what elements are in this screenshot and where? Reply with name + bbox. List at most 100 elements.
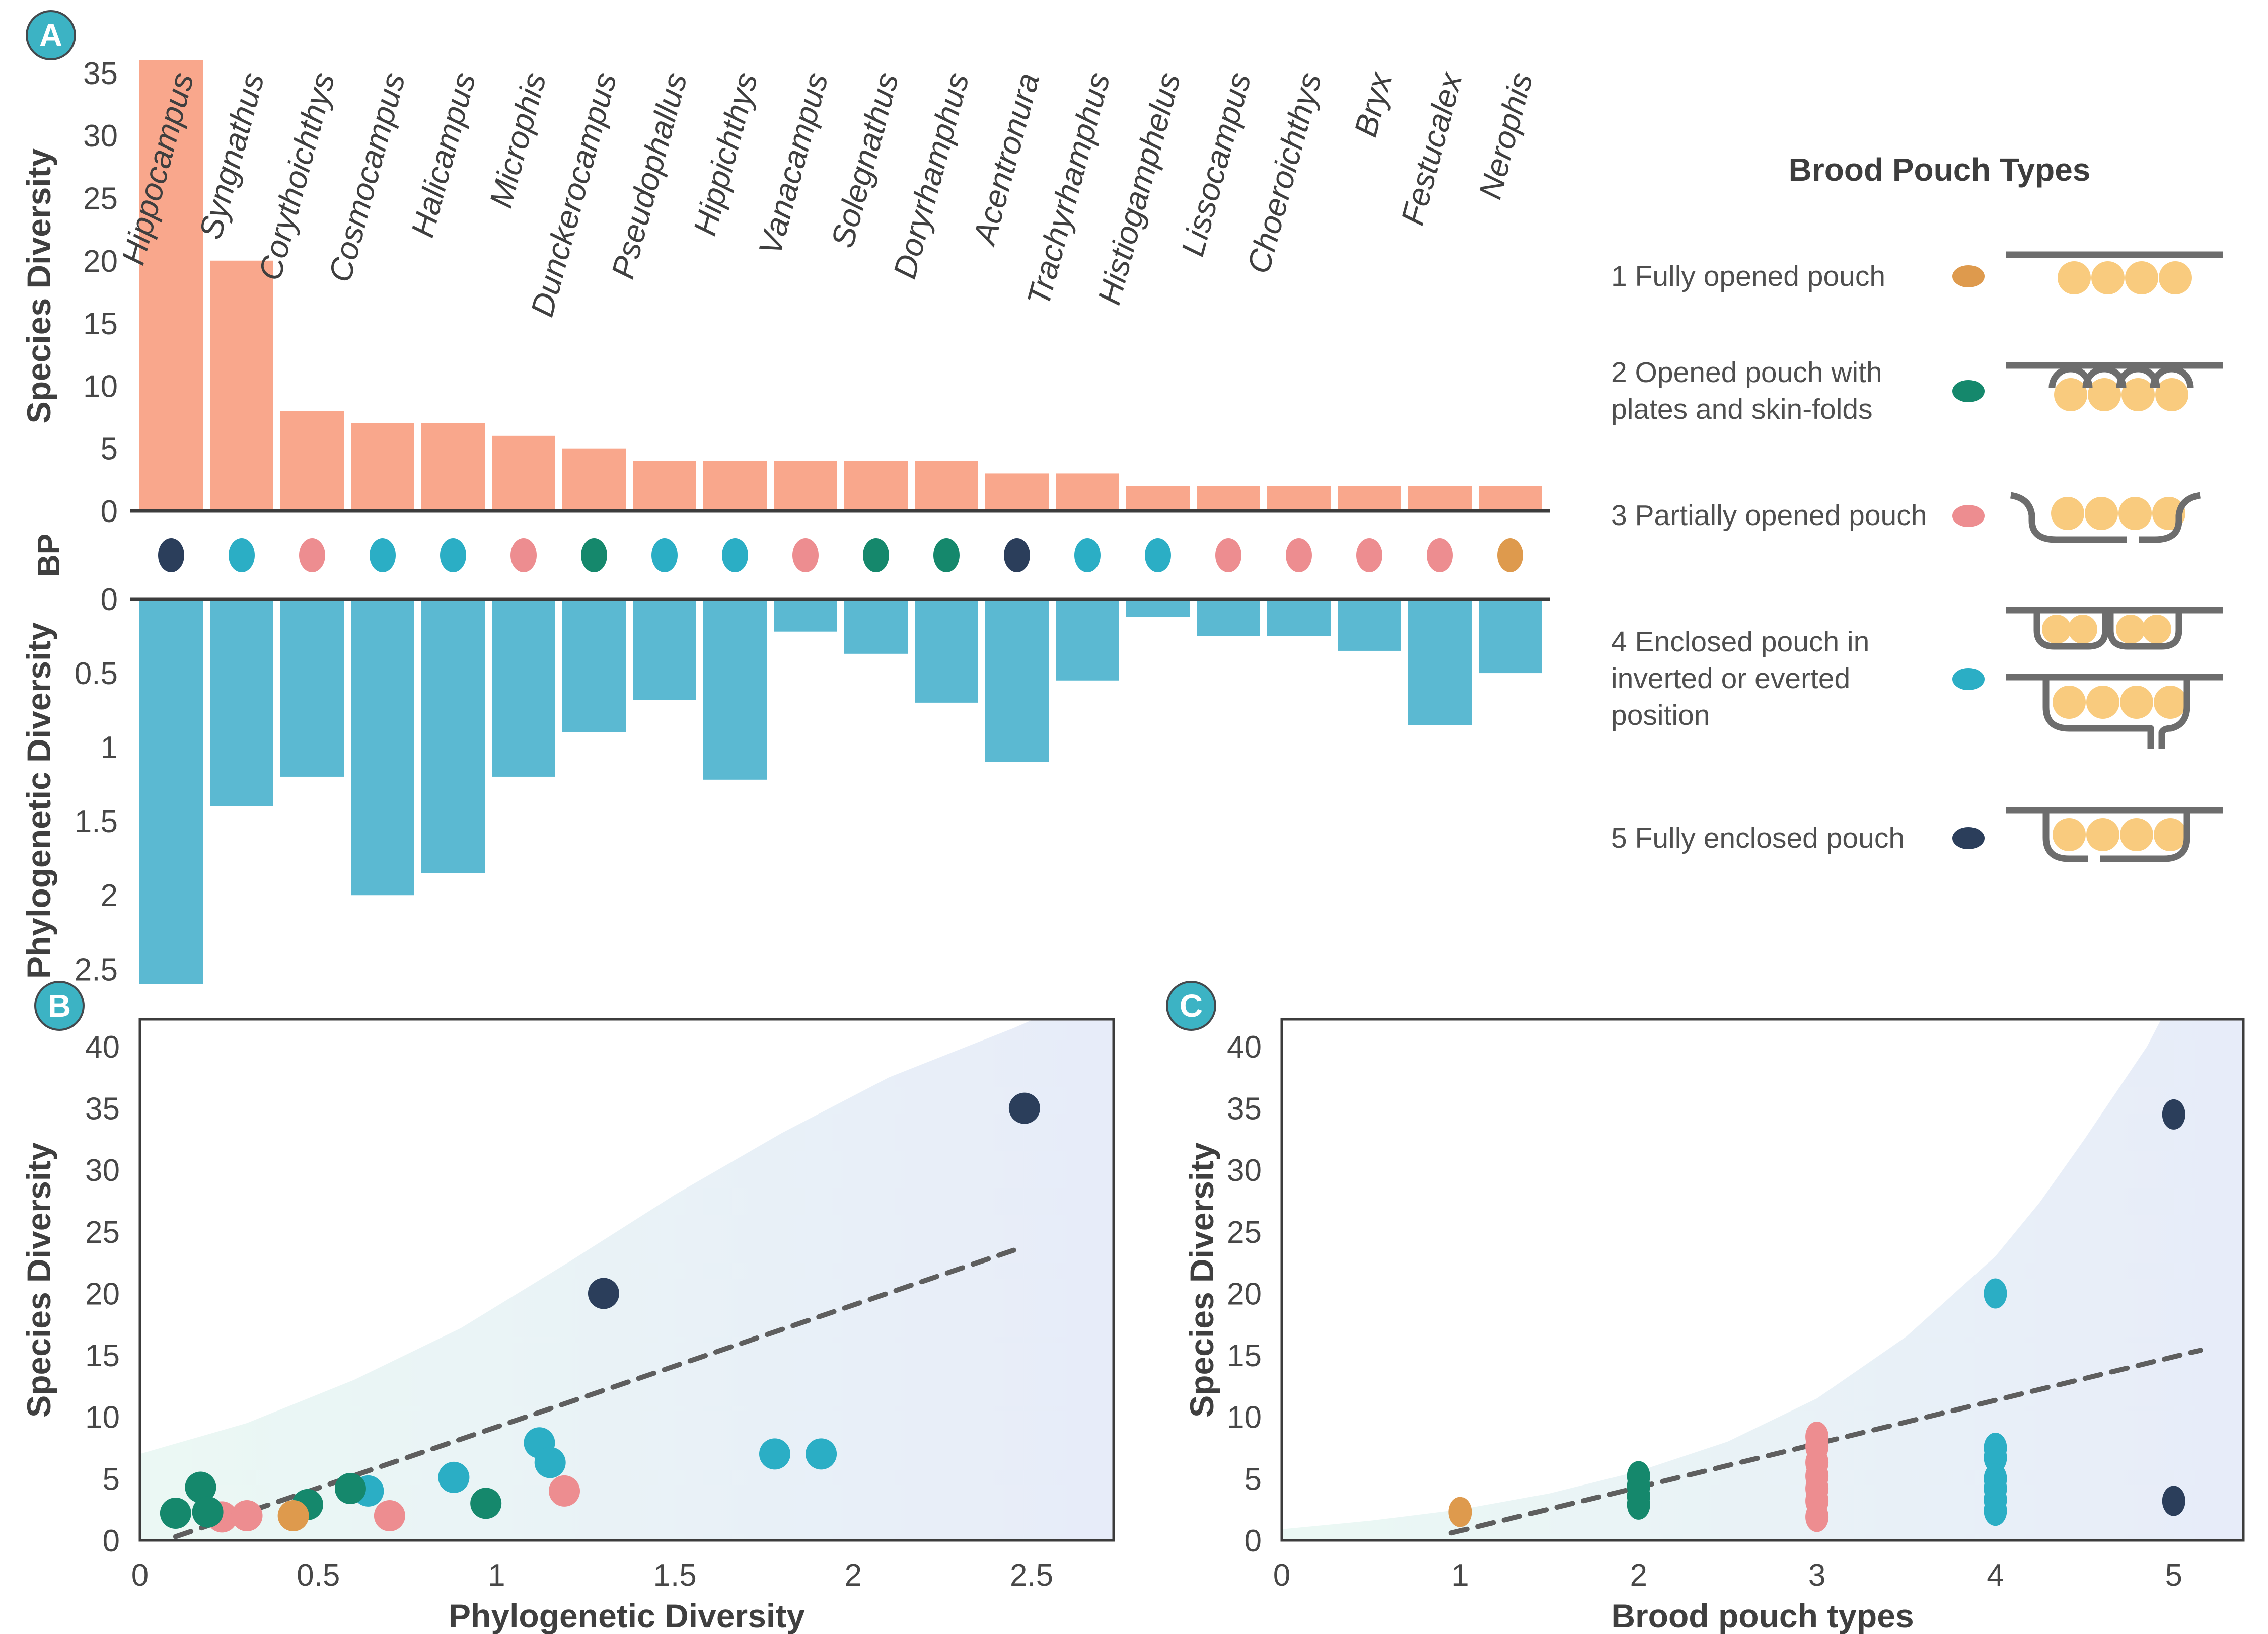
x-tick-3: 3 <box>1808 1558 1825 1593</box>
x-tick-0: 0 <box>131 1558 149 1593</box>
sd-bar-Cosmocampus <box>351 423 414 511</box>
genus-label-Pseudophallus: Pseudophallus <box>604 69 694 282</box>
legend-title: Brood Pouch Types <box>1788 152 2091 188</box>
sd-bar-Pseudophallus <box>633 461 696 511</box>
sd-tick-0: 0 <box>101 494 118 529</box>
y-tick-10: 10 <box>1227 1400 1262 1435</box>
pd-bar-Bryx <box>1338 599 1401 651</box>
bp-dot-Corythoichthys <box>299 538 325 572</box>
panel-b-badge-letter: B <box>48 988 71 1024</box>
sd-tick-35: 35 <box>83 56 118 91</box>
y-tick-25: 25 <box>1227 1215 1262 1250</box>
data-point-bp2-10 <box>160 1498 191 1529</box>
data-point-bp5-17 <box>588 1278 619 1309</box>
genus-label-Vanacampus: Vanacampus <box>752 69 835 259</box>
y-tick-30: 30 <box>85 1153 120 1188</box>
pd-tick-0.5: 0.5 <box>75 656 118 691</box>
genus-label-Lissocampus: Lissocampus <box>1174 69 1258 260</box>
legend-item-4-label: 4 Enclosed pouch in inverted or everted … <box>1611 626 1870 732</box>
pd-bar-Pseudophallus <box>633 599 696 700</box>
pd-bar-Hippocampus <box>139 599 203 984</box>
y-tick-5: 5 <box>1245 1462 1262 1497</box>
genus-label-Choeroichthys: Choeroichthys <box>1240 69 1328 277</box>
genus-label-Festucalex: Festucalex <box>1394 68 1470 229</box>
bp-dot-Halicampus <box>440 538 466 572</box>
confidence-band <box>140 1019 1114 1540</box>
pd-bar-Solegnathus <box>844 599 908 654</box>
panel-b-badge: B <box>34 981 85 1031</box>
bp-dot-Microphis <box>510 538 537 572</box>
legend-item-5: 5 Fully enclosed pouch <box>1611 804 2268 872</box>
trend-line <box>173 1247 1016 1539</box>
sd-tick-30: 30 <box>83 119 118 154</box>
panel-b: 0 0.5 1 1.5 2 2.5 0 5 10 15 20 25 30 35 40 Phylogenetic… <box>20 981 1115 1634</box>
sd-tick-25: 25 <box>83 181 118 216</box>
brood-pouch-legend: Brood Pouch Types 1 Fully opened pouch 2… <box>1611 151 2268 923</box>
bp-dot-Choeroichthys <box>1286 538 1312 572</box>
genus-label-Microphis: Microphis <box>482 69 553 211</box>
y-axis-title: Species Diversity <box>1183 1142 1220 1418</box>
fully-opened-pouch-icon <box>2006 251 2223 294</box>
x-axis-title: Phylogenetic Diversity <box>449 1597 805 1634</box>
legend-item-1-icons <box>2004 249 2235 304</box>
data-point-bp3-11 <box>1805 1502 1829 1532</box>
bp-dot-Acentronura <box>1004 538 1030 572</box>
genus-label-Doryrhamphus: Doryrhamphus <box>886 69 976 282</box>
panel-c-badge-circle <box>1166 981 1216 1031</box>
pd-bar-Cosmocampus <box>351 599 414 896</box>
bp-dot-Lissocampus <box>1215 538 1241 572</box>
sd-bar-Halicampus <box>421 423 485 511</box>
x-tick-0.5: 0.5 <box>297 1558 340 1593</box>
sd-bar-Doryrhamphus <box>915 461 978 511</box>
fully-enclosed-pouch-icon <box>2006 807 2223 862</box>
bp5-color-dot <box>1952 827 1985 850</box>
data-point-bp4-12 <box>1984 1278 2007 1309</box>
data-point-bp5-20 <box>2162 1486 2185 1516</box>
data-point-bp1-16 <box>277 1500 309 1531</box>
y-tick-10: 10 <box>85 1400 120 1435</box>
plot-border <box>1280 1018 2245 1542</box>
sd-bar-Vanacampus <box>774 461 837 511</box>
partially-opened-pouch-icon <box>2010 492 2201 543</box>
bp-row-label: BP <box>32 534 66 577</box>
x-tick-1.5: 1.5 <box>653 1558 697 1593</box>
plot-border <box>138 1018 1115 1542</box>
pd-bar-Syngnathus <box>210 599 273 806</box>
x-tick-2: 2 <box>845 1558 862 1593</box>
sd-axis-title: Species Diversity <box>20 148 57 423</box>
genus-label-Halicampus: Halicampus <box>404 69 482 241</box>
pd-tick-1: 1 <box>101 730 118 765</box>
x-tick-4: 4 <box>1987 1558 2004 1593</box>
sd-bar-Hippocampus <box>139 60 203 511</box>
sd-bar-Microphis <box>492 435 555 511</box>
data-point-bp4-14 <box>1984 1442 2007 1473</box>
panel-c: 0 1 2 3 4 5 0 5 10 15 20 25 30 35 40 Brood pouch types S… <box>1166 981 2245 1634</box>
y-tick-30: 30 <box>1227 1153 1262 1188</box>
y-tick-35: 35 <box>85 1092 120 1127</box>
bp-dot-Hippocampus <box>158 538 184 572</box>
y-tick-35: 35 <box>1227 1092 1262 1127</box>
bp-dot-Dunckerocampus <box>581 538 607 572</box>
legend-item-3-label: 3 Partially opened pouch <box>1611 499 1927 532</box>
legend-item-3: 3 Partially opened pouch <box>1611 478 2268 554</box>
genus-label-Acentronura: Acentronura <box>966 69 1047 250</box>
legend-item-3-icons <box>2004 478 2235 554</box>
panel-a-badge-circle <box>26 10 76 60</box>
bp4-color-dot <box>1952 667 1985 690</box>
y-tick-25: 25 <box>85 1215 120 1250</box>
y-tick-15: 15 <box>1227 1339 1262 1373</box>
y-tick-15: 15 <box>85 1339 120 1373</box>
bp-dot-Histiogamphelus <box>1145 538 1171 572</box>
sd-bar-Choeroichthys <box>1267 486 1331 511</box>
y-axis-title: Species Diversity <box>20 1142 57 1418</box>
data-point-bp4-4 <box>759 1438 790 1470</box>
pd-bar-Lissocampus <box>1197 599 1260 636</box>
sd-tick-10: 10 <box>83 369 118 404</box>
sd-bar-Bryx <box>1338 486 1401 511</box>
bp2-color-dot <box>1952 380 1985 402</box>
genus-label-Bryx: Bryx <box>1347 68 1399 140</box>
data-point-bp2-14 <box>334 1472 366 1504</box>
data-point-bp1-0 <box>1448 1497 1472 1527</box>
legend-item-1-label: 1 Fully opened pouch <box>1611 260 1886 292</box>
x-axis-title: Brood pouch types <box>1611 1597 1914 1634</box>
